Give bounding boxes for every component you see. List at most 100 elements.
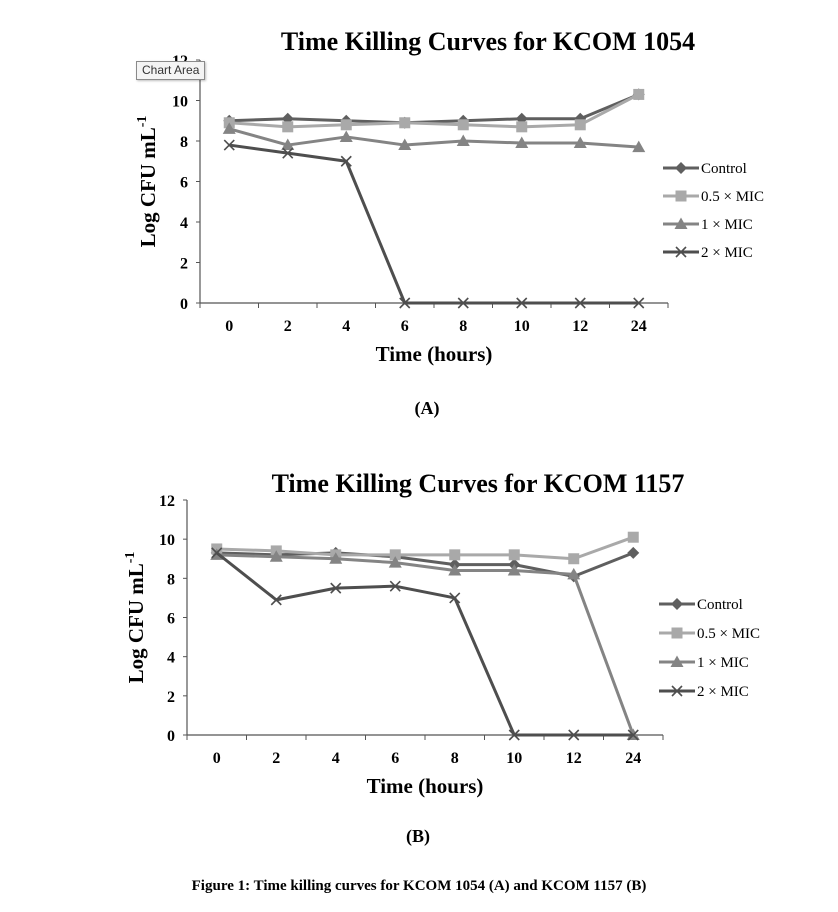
chart-a-legend-marker-1 bbox=[675, 190, 687, 202]
chart-a-series-line-1 bbox=[229, 93, 640, 129]
chart-b-legend-marker-0 bbox=[671, 598, 683, 610]
chart-b-x-tick-label: 0 bbox=[213, 750, 221, 767]
chart-a-point-1-1 bbox=[282, 121, 294, 133]
chart-b-point-0-7 bbox=[627, 546, 640, 559]
chart-kcom-1157: Time Killing Curves for KCOM 1157 0 2 4 6 8 10… bbox=[0, 440, 838, 860]
chart-b-y-axis-label-superscript: -1 bbox=[123, 552, 138, 564]
chart-a-y-tick-label: 8 bbox=[180, 134, 188, 151]
chart-b-x-tick-label: 24 bbox=[625, 750, 641, 767]
chart-b-point-2-3 bbox=[388, 556, 402, 568]
chart-b-legend-label-1: 0.5 × MIC bbox=[697, 626, 760, 642]
chart-b-y-tick-label: 8 bbox=[167, 571, 175, 588]
chart-b-legend-label-2: 1 × MIC bbox=[697, 655, 749, 671]
chart-a-point-3-4 bbox=[457, 297, 469, 309]
chart-a-legend-label-0: Control bbox=[701, 161, 747, 177]
chart-a-point-1-7 bbox=[633, 88, 645, 100]
chart-b-y-axis-label-text: Log CFU mL bbox=[124, 563, 148, 683]
chart-a-point-2-0 bbox=[222, 122, 236, 134]
chart-area-tooltip: Chart Area bbox=[136, 61, 206, 80]
chart-b-point-3-2 bbox=[330, 582, 342, 594]
chart-b-y-axis-label: Log CFU mL-1 bbox=[123, 552, 148, 684]
chart-a-x-axis-label: Time (hours) bbox=[376, 342, 493, 366]
chart-kcom-1054-svg: Time Killing Curves for KCOM 10540246810… bbox=[135, 27, 764, 366]
chart-a-point-2-2 bbox=[339, 130, 353, 142]
chart-a-legend-label-3: 2 × MIC bbox=[701, 245, 753, 261]
chart-b-series-line-2 bbox=[216, 553, 635, 736]
chart-a-point-2-4 bbox=[456, 134, 470, 146]
chart-a-y-tick-label: 4 bbox=[180, 215, 188, 232]
chart-a-point-3-1 bbox=[282, 147, 294, 159]
chart-a-point-2-3 bbox=[398, 138, 412, 151]
chart-b-x-tick-label: 2 bbox=[272, 750, 280, 767]
chart-a-series-line-3 bbox=[229, 143, 639, 305]
chart-a-x-tick-label: 6 bbox=[401, 318, 409, 335]
chart-b-y-tick-label: 2 bbox=[167, 689, 175, 706]
chart-b-x-tick-label: 6 bbox=[391, 750, 399, 767]
chart-a-legend-label-2: 1 × MIC bbox=[701, 217, 753, 233]
chart-b-x-tick-label: 4 bbox=[332, 750, 340, 767]
chart-a-x-tick-label: 24 bbox=[631, 318, 647, 335]
chart-a-title: Time Killing Curves for KCOM 1054 bbox=[281, 27, 695, 56]
chart-a-x-tick-label: 2 bbox=[284, 318, 292, 335]
chart-a-y-tick-label: 6 bbox=[180, 175, 188, 192]
chart-a-point-1-6 bbox=[574, 119, 586, 131]
chart-b-legend-label-3: 2 × MIC bbox=[697, 684, 749, 700]
chart-a-y-tick-label: 0 bbox=[180, 296, 188, 313]
chart-b-x-tick-label: 12 bbox=[566, 750, 582, 767]
chart-b-x-axis-label: Time (hours) bbox=[367, 774, 484, 798]
chart-a-x-tick-label: 8 bbox=[459, 318, 467, 335]
chart-b-point-1-3 bbox=[389, 549, 401, 561]
chart-a-point-3-7 bbox=[633, 297, 645, 309]
chart-b-point-1-6 bbox=[568, 553, 580, 565]
chart-a-x-tick-label: 4 bbox=[342, 318, 350, 335]
chart-kcom-1054: Time Killing Curves for KCOM 1054 0 2 4 6 8 10… bbox=[0, 0, 838, 440]
chart-b-legend-marker-2 bbox=[670, 655, 684, 667]
chart-a-y-tick-label: 10 bbox=[172, 94, 188, 111]
chart-a-point-1-5 bbox=[516, 121, 528, 133]
chart-b-legend-marker-3 bbox=[671, 685, 683, 697]
chart-b-point-1-7 bbox=[627, 531, 639, 543]
chart-a-series-line-0 bbox=[229, 93, 640, 125]
chart-a-point-3-5 bbox=[516, 297, 528, 309]
chart-a-point-2-6 bbox=[573, 136, 587, 149]
chart-b-series-line-3 bbox=[215, 551, 634, 737]
chart-a-point-3-2 bbox=[340, 155, 352, 167]
chart-a-point-3-3 bbox=[399, 297, 411, 309]
chart-b-y-tick-label: 0 bbox=[167, 728, 175, 745]
chart-b-point-2-4 bbox=[448, 564, 462, 576]
chart-a-legend-marker-2 bbox=[674, 217, 688, 229]
chart-b-point-1-4 bbox=[449, 549, 461, 561]
chart-a-x-tick-label: 10 bbox=[514, 318, 530, 335]
chart-b-point-3-5 bbox=[508, 729, 520, 741]
chart-a-legend-marker-0 bbox=[675, 162, 687, 174]
figure-caption: Figure 1: Time killing curves for KCOM 1… bbox=[191, 878, 647, 894]
chart-kcom-1157-svg: Time Killing Curves for KCOM 11570246810… bbox=[123, 469, 760, 798]
chart-b-legend-label-0: Control bbox=[697, 597, 743, 613]
chart-a-point-2-5 bbox=[515, 136, 529, 149]
chart-b-point-3-1 bbox=[270, 594, 282, 606]
chart-a-point-1-4 bbox=[457, 119, 469, 131]
chart-b-y-tick-label: 12 bbox=[159, 493, 175, 510]
chart-b-point-3-4 bbox=[449, 592, 461, 604]
chart-a-point-3-6 bbox=[574, 297, 586, 309]
chart-b-point-3-0 bbox=[211, 547, 223, 559]
chart-a-series-line-2 bbox=[228, 127, 639, 149]
chart-b-y-tick-label: 6 bbox=[167, 611, 175, 628]
chart-a-point-2-7 bbox=[632, 140, 646, 153]
chart-a-point-3-0 bbox=[223, 139, 235, 151]
chart-a-y-axis-label-text: Log CFU mL bbox=[136, 127, 160, 247]
chart-b-point-3-3 bbox=[389, 580, 401, 592]
chart-b-title: Time Killing Curves for KCOM 1157 bbox=[272, 469, 685, 498]
chart-a-point-1-3 bbox=[399, 117, 411, 129]
chart-a-y-axis-label: Log CFU mL-1 bbox=[135, 116, 160, 248]
chart-b-point-1-5 bbox=[508, 549, 520, 561]
chart-a-legend-marker-3 bbox=[675, 246, 687, 258]
chart-b-x-tick-label: 10 bbox=[506, 750, 522, 767]
panel-label-a: (A) bbox=[414, 398, 440, 418]
chart-b-point-3-7 bbox=[627, 729, 639, 741]
chart-a-y-tick-label: 2 bbox=[180, 256, 188, 273]
chart-a-x-tick-label: 12 bbox=[572, 318, 588, 335]
chart-b-point-2-5 bbox=[507, 564, 521, 576]
chart-b-point-2-2 bbox=[329, 552, 343, 564]
chart-a-point-1-2 bbox=[340, 119, 352, 131]
